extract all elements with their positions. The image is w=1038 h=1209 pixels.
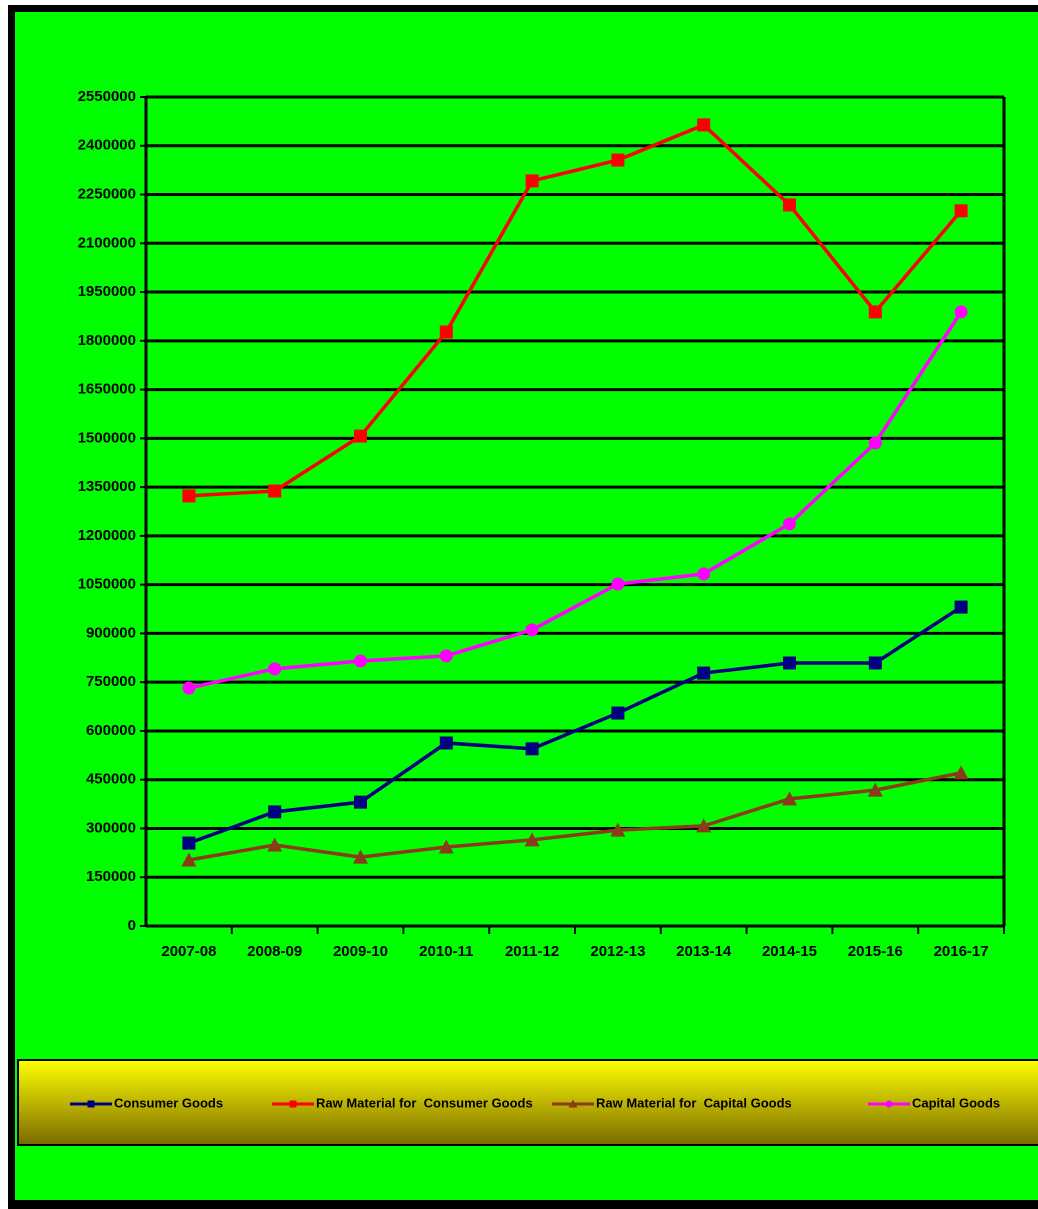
marker <box>182 836 196 850</box>
series-line <box>188 771 962 862</box>
marker <box>954 204 968 218</box>
y-tick-label: 750000 <box>86 673 136 690</box>
marker <box>182 489 196 503</box>
y-tick-label: 300000 <box>86 819 136 836</box>
series-line <box>188 122 963 498</box>
y-tick-label: 600000 <box>86 722 136 739</box>
marker <box>524 832 540 847</box>
legend: Consumer Goods Raw Material for Consumer … <box>70 1095 1000 1110</box>
plot-area: 0 150000 300000 450000 600000 750000 900000 105… <box>78 88 1006 960</box>
y-tick-label: 2400000 <box>78 137 136 154</box>
marker <box>268 484 282 498</box>
x-tick-label: 2008-09 <box>247 943 302 960</box>
marker <box>610 822 626 837</box>
marker <box>267 837 283 852</box>
marker <box>783 198 796 212</box>
legend-label: Raw Material for Consumer Goods <box>316 1095 533 1110</box>
marker <box>439 736 453 750</box>
marker <box>611 706 625 720</box>
marker <box>268 805 282 819</box>
marker <box>611 153 625 167</box>
y-tick-label: 150000 <box>86 868 136 885</box>
marker <box>182 681 196 695</box>
marker <box>954 305 968 319</box>
y-tick-label: 450000 <box>86 771 136 788</box>
marker <box>439 325 453 339</box>
marker <box>867 782 883 797</box>
marker <box>525 742 539 756</box>
legend-label: Raw Material for Capital Goods <box>596 1095 792 1110</box>
x-tick-label: 2015-16 <box>848 943 903 960</box>
y-tick-label: 1200000 <box>78 527 136 544</box>
marker <box>354 654 367 668</box>
x-tick-label: 2009-10 <box>333 943 388 960</box>
marker <box>289 1100 297 1108</box>
legend-label: Consumer Goods <box>114 1095 223 1110</box>
marker <box>354 795 367 809</box>
marker <box>782 791 797 806</box>
y-tick-label: 1650000 <box>78 381 136 398</box>
x-tick-label: 2010-11 <box>419 943 473 960</box>
marker <box>885 1100 893 1108</box>
marker <box>697 567 711 581</box>
marker <box>696 818 712 833</box>
marker <box>868 436 882 450</box>
chart-background <box>15 12 1038 1200</box>
y-tick-label: 900000 <box>86 624 136 641</box>
marker <box>568 1099 578 1108</box>
marker <box>181 852 197 867</box>
y-tick-label: 1800000 <box>78 332 136 349</box>
marker <box>697 666 711 680</box>
marker <box>87 1100 95 1108</box>
y-tick-label: 1050000 <box>78 576 136 593</box>
x-tick-label: 2014-15 <box>762 943 817 960</box>
marker <box>354 429 367 443</box>
y-tick-label: 2250000 <box>78 185 136 202</box>
y-tick-label: 1350000 <box>78 478 136 495</box>
marker <box>439 649 453 663</box>
marker <box>868 656 882 670</box>
marker <box>783 656 796 670</box>
marker <box>954 600 968 614</box>
legend-label: Capital Goods <box>912 1095 1000 1110</box>
x-tick-label: 2013-14 <box>676 943 732 960</box>
marker <box>438 839 454 854</box>
x-tick-label: 2016-17 <box>934 943 989 960</box>
marker <box>353 849 368 864</box>
series-line <box>188 310 963 690</box>
y-tick-label: 2100000 <box>78 234 136 251</box>
x-tick-label: 2011-12 <box>505 943 559 960</box>
y-tick-label: 1950000 <box>78 283 136 300</box>
x-tick-label: 2007-08 <box>161 943 216 960</box>
marker <box>611 577 625 591</box>
series-line <box>188 605 963 845</box>
marker <box>783 517 796 531</box>
marker <box>268 662 282 676</box>
marker <box>525 623 539 637</box>
marker <box>868 305 882 319</box>
y-tick-label: 0 <box>128 917 136 934</box>
marker <box>953 765 969 780</box>
x-tick-label: 2012-13 <box>590 943 645 960</box>
marker <box>525 174 539 188</box>
y-tick-label: 1500000 <box>78 429 136 446</box>
y-tick-label: 2550000 <box>78 88 136 105</box>
marker <box>697 118 711 132</box>
